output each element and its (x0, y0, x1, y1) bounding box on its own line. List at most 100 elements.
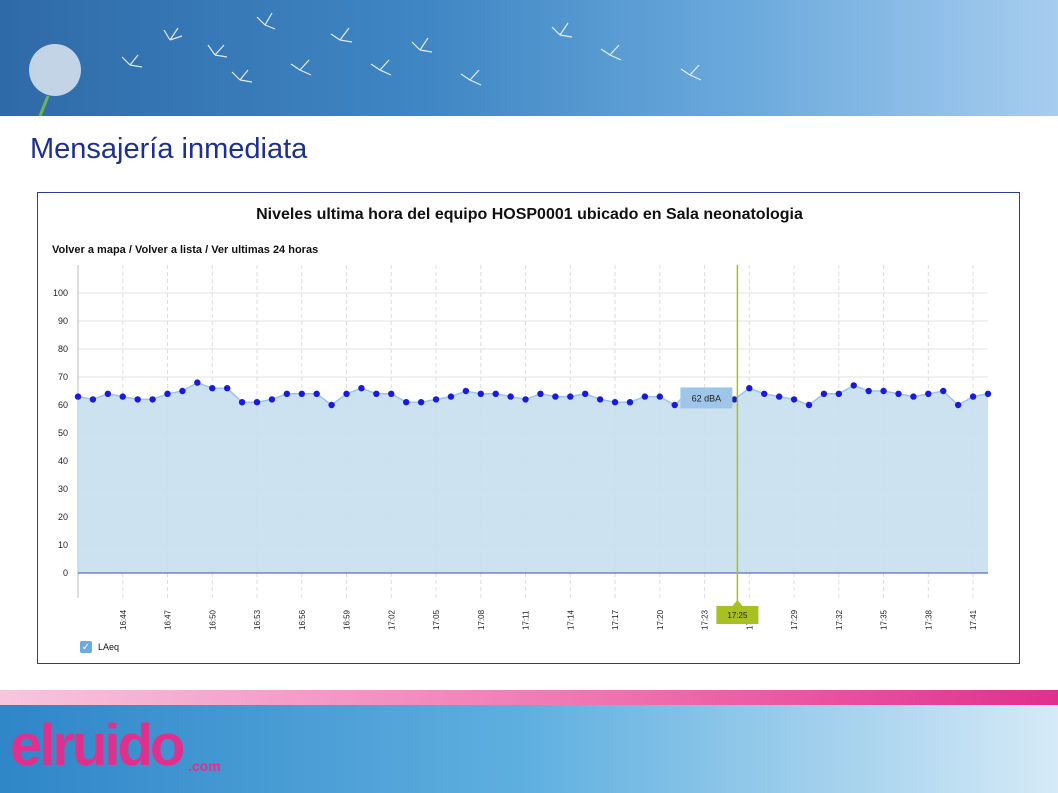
y-tick-label: 10 (58, 540, 68, 550)
data-point (313, 390, 320, 397)
dandelion-banner-icon (29, 12, 702, 116)
tooltip-box (680, 387, 733, 409)
x-tick-label: 17:38 (924, 609, 933, 630)
x-tick-label: 17:14 (566, 609, 575, 630)
chart-plot[interactable]: 0 10 20 30 40 50 60 70 80 90 100 16:44 16:47 16:50 16:… (38, 193, 1019, 663)
data-point (238, 399, 246, 406)
y-tick-label: 50 (58, 428, 68, 438)
data-point (656, 393, 664, 400)
data-point (104, 390, 112, 397)
y-tick-label: 0 (63, 568, 68, 578)
y-tick-label: 60 (58, 400, 68, 410)
data-point (298, 390, 305, 397)
data-point (179, 387, 186, 395)
data-point (373, 390, 380, 397)
data-point (194, 379, 201, 386)
data-point (447, 393, 455, 400)
data-point (507, 393, 514, 400)
data-point (567, 393, 574, 400)
data-point (492, 390, 499, 397)
data-point (925, 390, 932, 397)
data-point (223, 385, 231, 392)
chart-frame: Niveles ultima hora del equipo HOSP0001 … (37, 192, 1020, 664)
data-point (253, 399, 261, 406)
back-to-map-link[interactable]: Volver a mapa (52, 244, 126, 256)
data-point (671, 401, 678, 409)
y-tick-label: 100 (53, 288, 68, 298)
data-point (74, 393, 82, 400)
nav-separator: / (125, 244, 135, 256)
data-point (388, 390, 395, 397)
x-tick-label: 17:17 (611, 609, 620, 630)
data-point (910, 393, 917, 400)
y-tick-label: 20 (58, 512, 68, 522)
x-tick-label: 17:11 (522, 610, 531, 630)
data-point (537, 390, 544, 397)
data-point (552, 393, 559, 400)
page-title: Mensajería inmediata (30, 133, 308, 165)
y-tick-label: 80 (58, 344, 68, 354)
y-tick-label: 40 (58, 456, 68, 466)
data-point (805, 401, 813, 409)
x-tick-label: 17:08 (477, 609, 486, 630)
chart-nav: Volver a mapa / Volver a lista / Ver ult… (52, 244, 318, 256)
series-area (78, 382, 988, 573)
chart-title: Niveles ultima hora del equipo HOSP0001 … (256, 206, 803, 223)
data-point (641, 393, 649, 400)
x-tick-label: 16:53 (253, 609, 262, 630)
x-tick-label: 17:29 (790, 609, 799, 630)
crosshair-label-box (716, 606, 759, 624)
data-point (775, 393, 783, 400)
y-tick-label: 90 (58, 316, 68, 326)
back-to-list-link[interactable]: Volver a lista (134, 244, 203, 256)
last-24h-link[interactable]: Ver ultimas 24 horas (211, 244, 319, 256)
x-tick-label: 17:02 (387, 609, 396, 630)
logo-wordmark: elruido (10, 713, 185, 778)
data-point (89, 396, 97, 403)
data-point (835, 390, 843, 397)
y-tick-label: 70 (58, 372, 68, 382)
data-point (731, 396, 738, 403)
data-point (611, 399, 619, 406)
data-point (895, 390, 902, 397)
data-point (119, 393, 126, 400)
data-point (761, 390, 768, 397)
crosshair-label-pointer (732, 600, 743, 606)
x-tick-label: 17:05 (432, 609, 441, 630)
data-point (134, 396, 141, 403)
data-point (626, 399, 634, 406)
data-point (268, 396, 276, 403)
y-tick-label: 30 (58, 484, 68, 494)
x-tick-label: 16:59 (343, 609, 352, 630)
data-point (164, 390, 171, 397)
data-point (358, 385, 365, 392)
data-point (984, 390, 992, 397)
logo-suffix: .com (188, 758, 221, 774)
crosshair-label: 17:25 (727, 611, 748, 620)
nav-separator: / (202, 244, 212, 256)
tooltip-text: 62 dBA (692, 393, 722, 403)
data-point (328, 401, 335, 409)
data-point (462, 387, 470, 395)
data-point (954, 401, 962, 409)
x-tick-label: 16:44 (119, 609, 128, 630)
footer-stripe (0, 690, 1058, 705)
x-tick-label: 16:47 (164, 609, 173, 630)
x-tick-label: 17:41 (969, 609, 978, 630)
data-point (402, 399, 410, 406)
data-point (880, 387, 887, 395)
legend-checkbox[interactable]: ✓ (80, 641, 92, 653)
data-point (850, 382, 857, 389)
x-tick-label: 17:20 (656, 609, 665, 630)
data-point (522, 396, 529, 403)
data-point (432, 396, 440, 403)
data-point (820, 390, 828, 397)
data-point (582, 390, 589, 397)
data-point (149, 396, 156, 403)
x-tick-label: 17:23 (701, 609, 710, 630)
data-point (596, 396, 604, 403)
data-point (790, 396, 798, 403)
data-point (746, 385, 753, 392)
chart-legend[interactable]: ✓ LAeq (80, 641, 119, 653)
x-tick-label: 17:32 (835, 609, 844, 630)
